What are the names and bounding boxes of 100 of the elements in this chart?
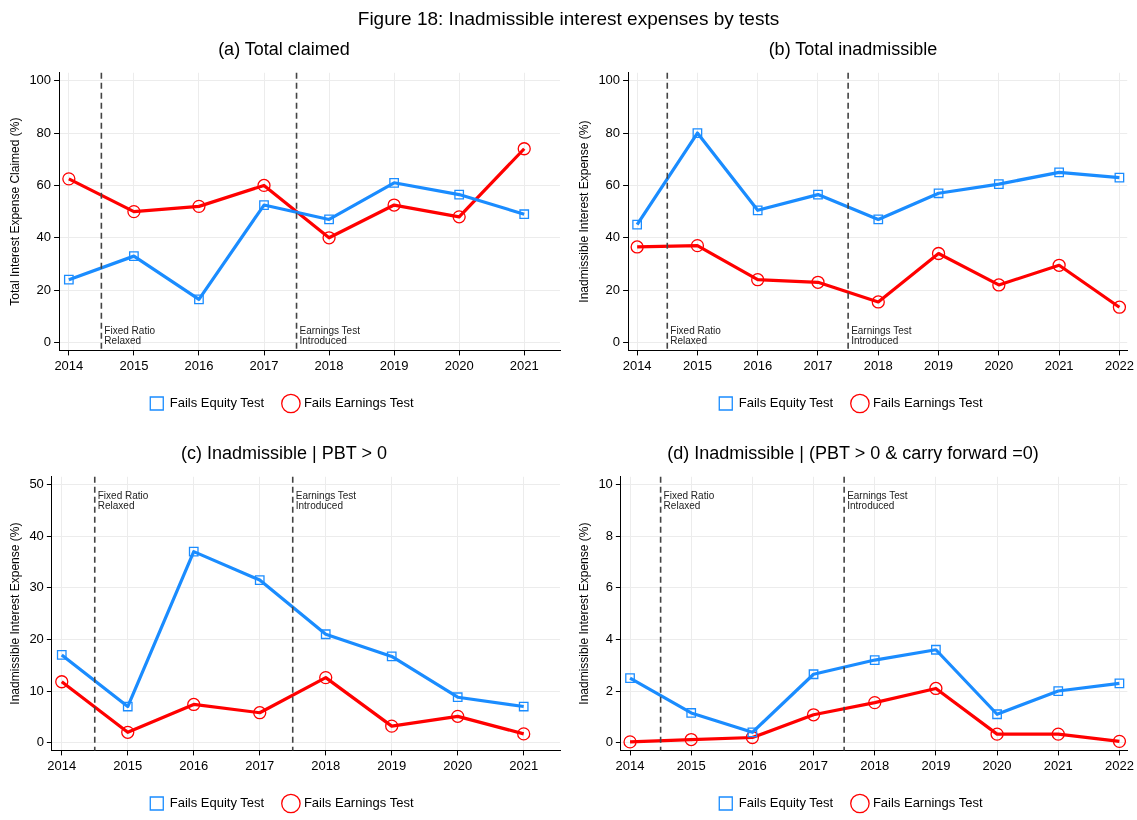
x-tick-label: 2018 bbox=[314, 357, 344, 373]
x-tick-label: 2019 bbox=[921, 757, 951, 773]
x-tick-label: 2019 bbox=[379, 357, 409, 373]
y-tick-label: 40 bbox=[36, 229, 52, 245]
point bbox=[869, 655, 880, 665]
chart-title: (c) Inadmissible | PBT > 0 bbox=[180, 442, 388, 465]
x-tick-label: 2020 bbox=[984, 357, 1014, 373]
x-tick-label: 2018 bbox=[863, 357, 893, 373]
point bbox=[259, 200, 269, 210]
legend-label: Fails Equity Test bbox=[169, 795, 265, 811]
ref-line-label: Fixed Ratio Relaxed bbox=[104, 325, 156, 347]
point bbox=[56, 650, 67, 660]
x-tick-label: 2018 bbox=[860, 757, 890, 773]
y-tick-label: 60 bbox=[36, 176, 52, 192]
chart-title: Figure 18: Inadmissible interest expenses by tests bbox=[356, 8, 781, 30]
point bbox=[254, 575, 265, 585]
y-tick-label: 0 bbox=[612, 334, 621, 350]
x-tick-label: 2021 bbox=[1043, 757, 1073, 773]
chart-subtitle: (a) Total claimed bbox=[217, 38, 351, 61]
y-tick-label: 6 bbox=[605, 579, 613, 595]
point bbox=[322, 231, 336, 245]
point bbox=[993, 179, 1004, 189]
legend-label: Fails Equity Test bbox=[169, 395, 265, 411]
x-tick-label: 2022 bbox=[1104, 757, 1134, 773]
x-tick-label: 2016 bbox=[179, 757, 209, 773]
point bbox=[623, 735, 637, 749]
x-tick-label: 2020 bbox=[982, 757, 1012, 773]
x-tick-label: 2020 bbox=[443, 757, 473, 773]
point bbox=[253, 706, 267, 720]
point bbox=[320, 629, 331, 640]
point bbox=[1114, 678, 1125, 689]
point bbox=[129, 251, 139, 262]
x-tick-label: 2021 bbox=[509, 757, 539, 773]
point bbox=[990, 727, 1004, 741]
point bbox=[933, 188, 944, 199]
point bbox=[451, 709, 465, 723]
point bbox=[454, 189, 465, 200]
point bbox=[518, 701, 529, 712]
point bbox=[194, 294, 204, 305]
x-tick-label: 2015 bbox=[676, 757, 706, 773]
ref-line-label: Earnings Test Introduced bbox=[847, 489, 908, 511]
y-tick-label: 40 bbox=[605, 229, 621, 245]
point bbox=[931, 644, 941, 655]
point bbox=[122, 701, 133, 712]
y-axis-title: Total Interest Expense Claimed (%) bbox=[7, 117, 22, 306]
point bbox=[517, 727, 531, 741]
y-tick-label: 50 bbox=[29, 476, 44, 492]
x-tick-label: 2021 bbox=[1044, 357, 1074, 373]
point bbox=[1112, 300, 1127, 314]
point bbox=[931, 246, 946, 261]
x-tick-label: 2016 bbox=[737, 757, 767, 773]
point bbox=[806, 708, 821, 722]
y-tick-label: 60 bbox=[605, 176, 621, 192]
legend-label: Fails Equity Test bbox=[738, 395, 834, 411]
point bbox=[127, 204, 141, 219]
point bbox=[1112, 734, 1127, 749]
x-tick-label: 2021 bbox=[509, 357, 539, 373]
x-tick-label: 2014 bbox=[47, 757, 77, 773]
x-tick-label: 2017 bbox=[249, 357, 279, 373]
y-axis-title: Inadmissible Interest Expense (%) bbox=[576, 522, 591, 705]
y-tick-label: 2 bbox=[605, 682, 613, 698]
point bbox=[751, 273, 765, 287]
point bbox=[121, 725, 135, 739]
y-tick-label: 100 bbox=[29, 72, 52, 88]
x-tick-label: 2014 bbox=[622, 357, 652, 373]
legend-label: Fails Earnings Test bbox=[303, 795, 414, 811]
x-tick-label: 2020 bbox=[444, 357, 474, 373]
point bbox=[632, 219, 643, 230]
chart-title: (b) Total inadmissible bbox=[767, 38, 939, 61]
point bbox=[519, 209, 530, 220]
y-tick-label: 40 bbox=[29, 527, 44, 543]
point bbox=[871, 295, 885, 309]
legend-label: Fails Earnings Test bbox=[872, 395, 983, 411]
point bbox=[324, 214, 334, 225]
x-tick-label: 2016 bbox=[743, 357, 773, 373]
point bbox=[192, 199, 206, 214]
ref-line-label: Earnings Test Introduced bbox=[851, 325, 912, 347]
ref-line-label: Earnings Test Introduced bbox=[299, 325, 361, 347]
x-tick-label: 2015 bbox=[113, 757, 143, 773]
point bbox=[808, 669, 819, 680]
point bbox=[389, 177, 400, 188]
point bbox=[387, 198, 401, 212]
point bbox=[517, 142, 531, 156]
point bbox=[1053, 686, 1064, 696]
point bbox=[630, 240, 644, 254]
point bbox=[747, 727, 758, 738]
x-tick-label: 2016 bbox=[184, 357, 214, 373]
point bbox=[625, 673, 635, 684]
y-tick-label: 0 bbox=[43, 334, 52, 350]
y-tick-label: 10 bbox=[29, 682, 44, 698]
y-tick-label: 30 bbox=[29, 579, 44, 595]
point bbox=[992, 709, 1002, 720]
point bbox=[813, 189, 823, 200]
y-tick-label: 80 bbox=[36, 124, 52, 140]
y-tick-label: 0 bbox=[36, 734, 44, 750]
ref-line-label: Fixed Ratio Relaxed bbox=[663, 489, 715, 511]
y-tick-label: 4 bbox=[605, 630, 613, 646]
point bbox=[386, 651, 397, 662]
y-tick-label: 10 bbox=[598, 476, 613, 492]
point bbox=[62, 172, 76, 186]
